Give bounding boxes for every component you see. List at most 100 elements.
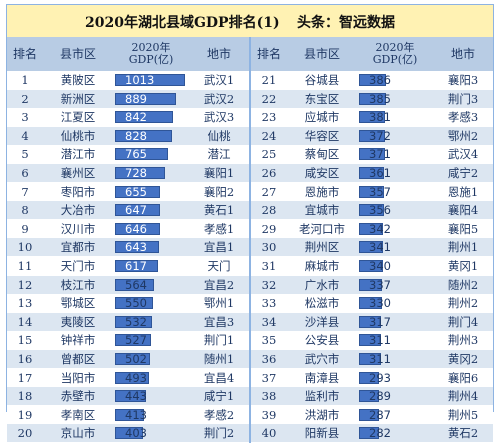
city-cell: 孝感3: [447, 110, 479, 125]
county-cell: 东宝区: [304, 91, 340, 106]
county-cell: 宜都市: [60, 240, 96, 255]
gdp-bar: [115, 148, 168, 161]
header-gdp: 2020年 GDP(亿): [113, 37, 189, 71]
gdp-bar: [115, 315, 152, 328]
rank-cell: 24: [261, 128, 277, 143]
gdp-value: 317: [369, 314, 391, 329]
city-cell: 襄阳5: [447, 221, 479, 236]
city-cell: 武汉4: [447, 147, 479, 162]
city-cell: 鄂州2: [447, 128, 479, 143]
city-cell: 荆门1: [203, 333, 235, 348]
rank-cell: 2: [21, 91, 29, 106]
rank-cell: 30: [261, 240, 277, 255]
rank-cell: 17: [17, 370, 33, 385]
rank-cell: 36: [261, 352, 277, 366]
city-cell: 鄂州1: [203, 296, 235, 311]
table-row: 15 钟祥市 527 荆门1: [7, 331, 249, 350]
city-cell: 潜江: [207, 147, 231, 162]
gdp-bar: [359, 353, 381, 365]
table-row: 26 咸安区 361 咸宁2: [251, 164, 493, 182]
gdp-bar: [359, 241, 383, 254]
rank-cell: 34: [261, 314, 277, 329]
table-row: 17 当阳市 493 宜昌4: [7, 368, 249, 387]
table-row: 1 黄陂区 1013 武汉1: [7, 71, 249, 89]
table-row: 12 枝江市 564 宜昌2: [7, 275, 249, 294]
rank-cell: 22: [261, 91, 277, 106]
rank-cell: 11: [17, 259, 33, 273]
gdp-value: 356: [369, 203, 391, 218]
table-row: 8 大冶市 647 黄石1: [7, 201, 249, 220]
city-cell: 宜昌3: [203, 314, 235, 329]
rank-cell: 27: [261, 184, 277, 199]
gdp-value: 655: [125, 184, 147, 199]
header-gdp-line2: GDP(亿): [128, 53, 174, 66]
rank-cell: 12: [17, 277, 33, 292]
rank-cell: 3: [21, 110, 29, 125]
gdp-bar: [115, 390, 146, 403]
gdp-value: 765: [125, 147, 147, 162]
gdp-value: 293: [369, 370, 391, 385]
table-row: 29 老河口市 342 襄阳5: [251, 219, 493, 238]
table-row: 14 夷陵区 532 宜昌3: [7, 312, 249, 331]
gdp-bar: [115, 334, 152, 347]
county-cell: 宜城市: [304, 203, 340, 218]
table-row: 37 南漳县 293 襄阳6: [251, 368, 493, 387]
header-rank: 排名: [12, 47, 37, 61]
rank-cell: 6: [21, 166, 29, 180]
city-cell: 襄阳3: [447, 73, 479, 87]
table-row: 28 宜城市 356 襄阳4: [251, 201, 493, 220]
gdp-value: 643: [125, 240, 147, 255]
table-frame: 2020年湖北县域GDP排名(1) 头条：智远数据 排名 县市区 2020年 G…: [6, 4, 494, 443]
county-cell: 蔡甸区: [304, 147, 340, 162]
gdp-bar: [115, 111, 174, 124]
rank-cell: 14: [17, 314, 33, 329]
gdp-bar: [115, 167, 166, 179]
table-row: 33 松滋市 330 荆州2: [251, 294, 493, 313]
gdp-value: 564: [125, 277, 147, 292]
table-row: 35 公安县 311 荆州3: [251, 331, 493, 350]
gdp-value: 330: [369, 296, 391, 311]
county-cell: 老河口市: [299, 221, 345, 236]
city-cell: 荆州1: [447, 240, 479, 255]
gdp-value: 311: [369, 333, 391, 348]
rank-cell: 38: [261, 389, 277, 404]
gdp-bar: [115, 129, 173, 142]
source-label: 头条：智远数据: [297, 15, 395, 31]
county-cell: 麻城市: [304, 259, 340, 273]
gdp-value: 550: [125, 296, 147, 311]
gdp-bar: [115, 353, 150, 365]
gdp-bar: [115, 371, 150, 384]
table-row: 34 沙洋县 317 荆门4: [251, 312, 493, 331]
gdp-bar: [359, 111, 386, 124]
county-cell: 应城市: [304, 110, 340, 125]
county-cell: 咸安区: [304, 166, 340, 180]
city-cell: 咸宁2: [447, 166, 479, 180]
gdp-value: 372: [369, 128, 391, 143]
county-cell: 阳新县: [304, 426, 340, 441]
gdp-value: 311: [369, 352, 391, 366]
table-row: 23 应城市 381 孝感3: [251, 108, 493, 127]
gdp-value: 386: [369, 73, 391, 87]
table-row: 18 赤壁市 443 咸宁1: [7, 387, 249, 406]
table-row: 16 曾都区 502 随州1: [7, 350, 249, 368]
table-row: 31 麻城市 340 黄冈1: [251, 257, 493, 275]
rank-cell: 19: [17, 407, 33, 422]
table-row: 27 恩施市 357 恩施1: [251, 182, 493, 201]
city-cell: 襄阳2: [203, 184, 235, 199]
header-right: 排名 县市区 2020年 GDP(亿) 地市: [251, 37, 493, 71]
header-gdp: 2020年 GDP(亿): [357, 37, 433, 71]
rank-cell: 10: [17, 240, 33, 255]
city-cell: 荆州5: [447, 407, 479, 422]
header-rank: 排名: [256, 47, 281, 61]
city-cell: 荆州4: [447, 389, 479, 404]
rank-cell: 31: [261, 259, 277, 273]
rank-cell: 8: [21, 203, 29, 218]
header-left: 排名 县市区 2020年 GDP(亿) 地市: [7, 37, 249, 71]
table-row: 38 监利市 289 荆州4: [251, 387, 493, 406]
gdp-bar: [359, 260, 383, 272]
county-cell: 监利市: [304, 389, 340, 404]
gdp-value: 527: [125, 333, 147, 348]
gdp-bar: [359, 334, 381, 347]
county-cell: 曾都区: [60, 352, 96, 366]
gdp-bar: [359, 74, 386, 86]
